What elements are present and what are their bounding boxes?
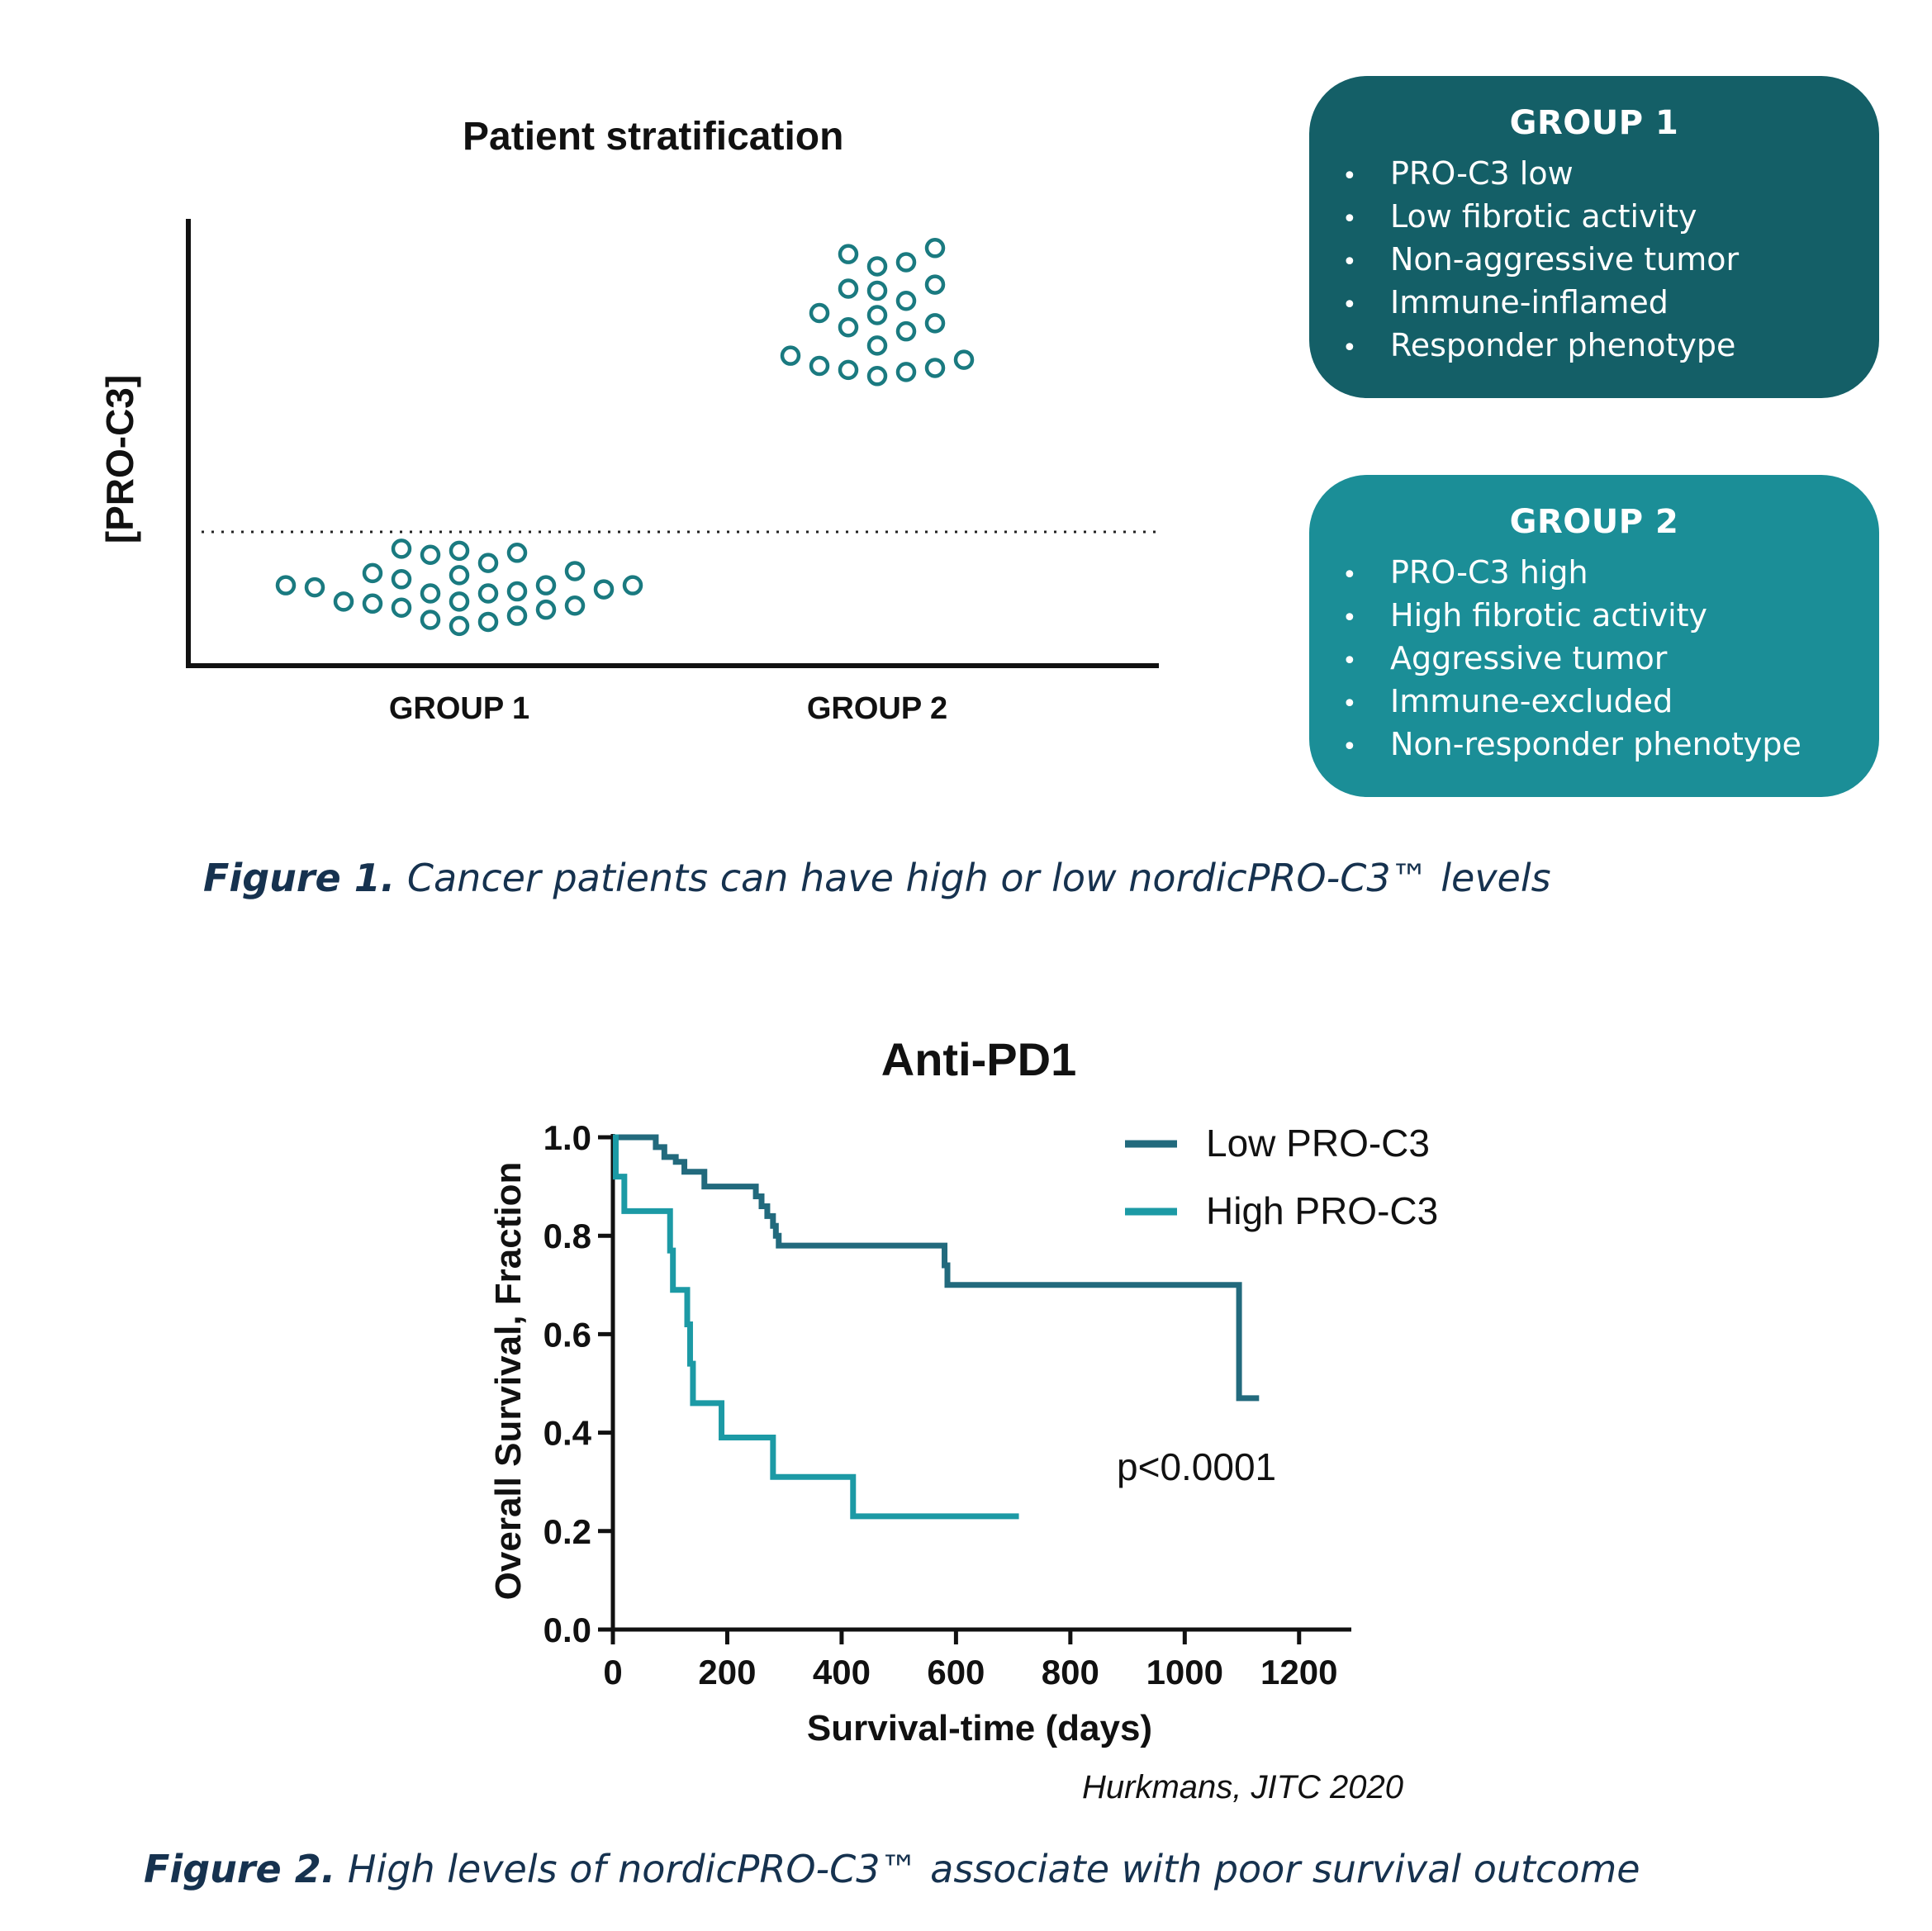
data-point xyxy=(391,597,412,618)
data-point xyxy=(924,358,946,378)
data-point xyxy=(362,593,383,614)
y-tick-label: 0.4 xyxy=(544,1414,592,1453)
category-label-group-1: GROUP 1 xyxy=(388,691,530,726)
data-point xyxy=(506,605,528,626)
y-tick-label: 0.2 xyxy=(544,1512,591,1551)
list-item: • Responder phenotype xyxy=(1342,327,1736,363)
survival-chart-title: Anti-PD1 xyxy=(881,1033,1077,1085)
data-point xyxy=(924,274,946,295)
group-1-list: • PRO-C3 low • Low fibrotic activity • Non-… xyxy=(1309,154,1879,368)
list-item: • Immune-excluded xyxy=(1342,683,1673,719)
x-tick-label: 200 xyxy=(698,1653,756,1691)
survival-chart: 0.00.20.40.60.81.00 200 400 600 800 1000 1200 … xyxy=(488,1118,1438,1748)
data-point xyxy=(275,575,297,595)
list-item: • Low fibrotic activity xyxy=(1342,198,1697,235)
group-2-title: GROUP 2 xyxy=(1509,503,1679,541)
data-point xyxy=(449,591,470,612)
y-tick-label: 0.6 xyxy=(544,1315,591,1354)
data-point xyxy=(477,583,499,604)
data-point xyxy=(838,244,859,264)
data-point xyxy=(506,581,528,602)
figure-1-caption-text: Cancer patients can have high or low nor… xyxy=(395,856,1551,900)
data-point xyxy=(895,291,917,311)
data-point xyxy=(506,543,528,563)
group-1-box: GROUP 1 • PRO-C3 low • Low fibrotic activi… xyxy=(1309,76,1879,398)
y-tick-label: 0.0 xyxy=(544,1611,591,1649)
x-tick-label: 600 xyxy=(927,1653,985,1691)
category-label-group-2: GROUP 2 xyxy=(806,691,948,726)
data-point xyxy=(449,565,470,586)
data-point xyxy=(866,256,888,277)
data-point xyxy=(420,610,441,630)
data-point xyxy=(593,579,615,600)
data-point xyxy=(477,553,499,573)
data-point xyxy=(895,252,917,273)
list-item: • PRO-C3 low xyxy=(1342,155,1574,192)
chart-title: Patient stratification xyxy=(463,115,844,159)
data-point xyxy=(809,355,830,377)
p-value-annotation: p<0.0001 xyxy=(1117,1445,1276,1488)
data-point xyxy=(953,349,975,370)
y-tick-label: 0.8 xyxy=(544,1217,591,1255)
list-item: • Immune-inflamed xyxy=(1342,284,1669,320)
data-point xyxy=(924,313,946,334)
data-point xyxy=(391,538,412,559)
data-point xyxy=(924,238,946,259)
data-point xyxy=(564,561,586,581)
data-point xyxy=(535,575,557,595)
data-point xyxy=(866,280,888,301)
data-point xyxy=(866,366,888,387)
data-point xyxy=(838,278,859,299)
data-point xyxy=(535,599,557,620)
data-point xyxy=(866,335,888,356)
survival-x-axis-label: Survival-time (days) xyxy=(807,1708,1152,1748)
list-item: • Non-responder phenotype xyxy=(1342,726,1801,762)
group-1-title: GROUP 1 xyxy=(1509,104,1679,142)
x-tick-label: 800 xyxy=(1042,1653,1099,1691)
data-point xyxy=(477,611,499,633)
figure-1-caption: Figure 1. Cancer patients can have high … xyxy=(203,856,1551,900)
data-point xyxy=(362,562,383,584)
survival-y-axis-label: Overall Survival, Fraction xyxy=(488,1162,529,1601)
list-item: • High fibrotic activity xyxy=(1342,597,1708,633)
data-point xyxy=(304,576,325,598)
data-point xyxy=(838,359,859,381)
figure-2-caption: Figure 2. High levels of nordicPRO-C3™ a… xyxy=(144,1847,1640,1891)
figure-2-label: Figure 2. xyxy=(144,1847,336,1891)
scatter-plot xyxy=(186,219,1159,668)
survival-line-high-pro-c3 xyxy=(612,1134,1019,1520)
list-item: • PRO-C3 high xyxy=(1342,554,1588,591)
data-point xyxy=(420,583,441,604)
x-tick-label: 1000 xyxy=(1146,1653,1223,1691)
data-point xyxy=(564,595,586,616)
citation: Hurkmans, JITC 2020 xyxy=(1082,1769,1404,1805)
data-point xyxy=(895,320,917,342)
list-item: • Non-aggressive tumor xyxy=(1342,241,1740,278)
figure-1-label: Figure 1. xyxy=(203,856,396,900)
survival-line-low-pro-c3 xyxy=(613,1134,1260,1402)
data-point xyxy=(391,569,412,590)
data-point xyxy=(420,544,441,566)
x-tick-label: 0 xyxy=(603,1653,622,1691)
legend-label: Low PRO-C3 xyxy=(1206,1122,1430,1165)
data-point xyxy=(622,575,643,595)
data-point xyxy=(449,615,470,637)
list-item: • Aggressive tumor xyxy=(1342,640,1668,676)
data-point xyxy=(449,540,470,562)
data-point xyxy=(333,591,354,612)
data-point xyxy=(895,362,917,382)
y-tick-label: 1.0 xyxy=(544,1118,591,1157)
data-point xyxy=(838,316,859,338)
x-tick-label: 400 xyxy=(813,1653,871,1691)
group-2-list: • PRO-C3 high • High fibrotic activity • Ag… xyxy=(1309,553,1879,767)
data-point xyxy=(866,305,888,325)
legend-label: High PRO-C3 xyxy=(1206,1189,1438,1232)
group-2-box: GROUP 2 • PRO-C3 high • High fibrotic acti… xyxy=(1309,475,1879,797)
data-point xyxy=(780,345,801,366)
figure-2-caption-text: High levels of nordicPRO-C3™ associate w… xyxy=(335,1847,1640,1891)
data-point xyxy=(809,302,830,324)
x-tick-label: 1200 xyxy=(1260,1653,1337,1691)
